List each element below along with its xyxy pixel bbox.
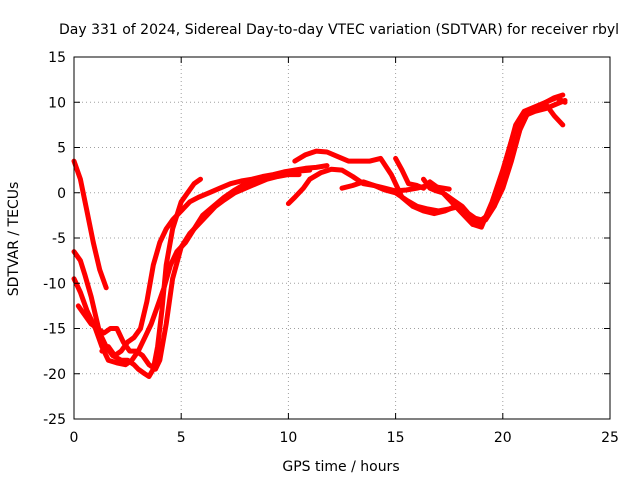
y-tick-label: 10 bbox=[48, 95, 66, 111]
y-tick-label: -5 bbox=[52, 231, 66, 247]
x-tick-label: 20 bbox=[494, 430, 512, 446]
y-tick-label: -15 bbox=[43, 322, 66, 338]
x-tick-label: 5 bbox=[177, 430, 186, 446]
y-tick-label: -20 bbox=[43, 367, 66, 383]
y-tick-label: 15 bbox=[48, 50, 66, 66]
chart-title: Day 331 of 2024, Sidereal Day-to-day VTE… bbox=[59, 22, 619, 38]
x-tick-label: 15 bbox=[387, 430, 405, 446]
x-tick-label: 0 bbox=[70, 430, 79, 446]
y-tick-label: 0 bbox=[57, 186, 66, 202]
series-layer bbox=[71, 92, 568, 379]
series-line-7 bbox=[292, 97, 568, 230]
series-line-1 bbox=[71, 158, 109, 291]
x-axis-label: GPS time / hours bbox=[282, 459, 399, 475]
y-axis-label: SDTVAR / TECUs bbox=[6, 182, 22, 297]
y-tick-label: -10 bbox=[43, 276, 66, 292]
x-tick-label: 10 bbox=[279, 430, 297, 446]
series-line-10 bbox=[421, 92, 566, 223]
y-tick-label: 5 bbox=[57, 141, 66, 157]
x-tick-label: 25 bbox=[601, 430, 619, 446]
series-line-5 bbox=[99, 163, 330, 359]
ticks: 0 5 10 15 20 25 -25 -20 -15 -10 -5 0 5 10 15 bbox=[43, 50, 619, 446]
y-tick-label: -25 bbox=[43, 412, 66, 428]
series-line-4 bbox=[75, 172, 302, 372]
grid bbox=[74, 57, 610, 419]
